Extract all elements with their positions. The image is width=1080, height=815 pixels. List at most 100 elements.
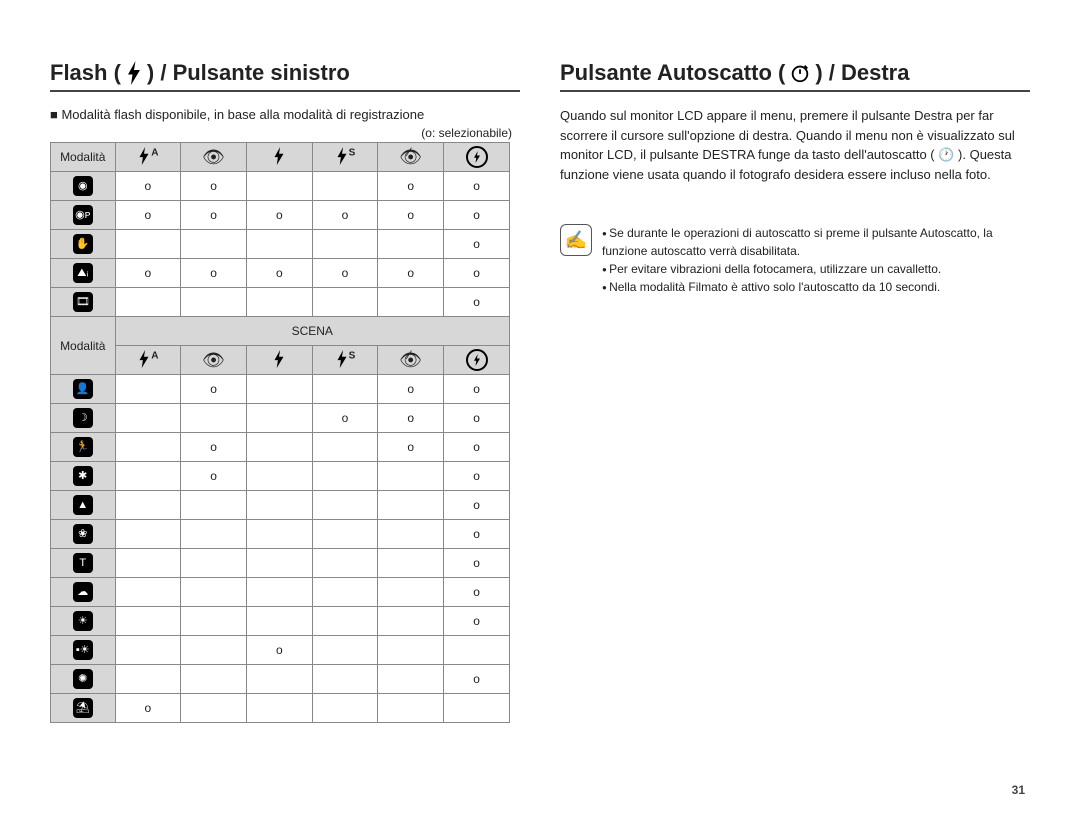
table-cell bbox=[181, 694, 247, 723]
table-cell: o bbox=[444, 491, 510, 520]
table-cell bbox=[115, 636, 181, 665]
table-cell: o bbox=[378, 259, 444, 288]
table-cell: o bbox=[444, 404, 510, 433]
table-cell bbox=[246, 694, 312, 723]
table-cell: o bbox=[444, 172, 510, 201]
table-cell: o bbox=[378, 201, 444, 230]
closeup-mode-icon: ❀ bbox=[73, 524, 93, 544]
table-cell bbox=[312, 549, 378, 578]
children-mode-icon: 🏃 bbox=[73, 437, 93, 457]
right-title: Pulsante Autoscatto ( ) / Destra bbox=[560, 60, 1030, 92]
table-cell bbox=[246, 520, 312, 549]
eye-icon: 👁 bbox=[181, 346, 247, 375]
night-mode-icon: ☽ bbox=[73, 408, 93, 428]
fireworks-mode-icon: ✺ bbox=[73, 669, 93, 689]
sunset-mode-icon: ☁ bbox=[73, 582, 93, 602]
table-cell bbox=[378, 607, 444, 636]
table-cell: o bbox=[444, 520, 510, 549]
table-cell: o bbox=[246, 259, 312, 288]
flash-s-icon: S bbox=[312, 143, 378, 172]
backlight-mode-icon: ▪☀ bbox=[73, 640, 93, 660]
table-cell bbox=[115, 433, 181, 462]
portrait-mode-icon: 👤 bbox=[73, 379, 93, 399]
table-cell bbox=[115, 375, 181, 404]
table-cell bbox=[115, 230, 181, 259]
note-item: Per evitare vibrazioni della fotocamera,… bbox=[602, 260, 1030, 278]
table-cell bbox=[378, 694, 444, 723]
table-cell bbox=[312, 230, 378, 259]
table-cell: o bbox=[181, 433, 247, 462]
table-cell bbox=[378, 230, 444, 259]
table-cell: o bbox=[181, 375, 247, 404]
hand-mode-icon: ✋ bbox=[73, 234, 93, 254]
table-cell: o bbox=[444, 433, 510, 462]
table-cell bbox=[312, 172, 378, 201]
table-cell bbox=[181, 404, 247, 433]
table-cell bbox=[181, 578, 247, 607]
table-cell: o bbox=[444, 665, 510, 694]
table-cell bbox=[444, 636, 510, 665]
table-cell bbox=[246, 288, 312, 317]
table-cell: o bbox=[444, 375, 510, 404]
table-cell: o bbox=[444, 259, 510, 288]
flash-icon bbox=[246, 346, 312, 375]
table-cell bbox=[312, 433, 378, 462]
film-mode-icon: 🎞 bbox=[73, 292, 93, 312]
table-cell bbox=[444, 694, 510, 723]
table-cell bbox=[246, 172, 312, 201]
intro-text: Modalità flash disponibile, in base alla… bbox=[50, 106, 520, 124]
table-cell bbox=[246, 462, 312, 491]
table-cell bbox=[312, 636, 378, 665]
table-cell: o bbox=[181, 201, 247, 230]
table-cell: o bbox=[246, 636, 312, 665]
text-mode-icon: T bbox=[73, 553, 93, 573]
table-cell: o bbox=[444, 549, 510, 578]
table-cell bbox=[115, 520, 181, 549]
note-item: Se durante le operazioni di autoscatto s… bbox=[602, 224, 1030, 260]
table-cell bbox=[246, 665, 312, 694]
flash-icon bbox=[246, 143, 312, 172]
table-cell bbox=[115, 665, 181, 694]
table-cell: o bbox=[312, 404, 378, 433]
table-cell bbox=[246, 578, 312, 607]
table-cell bbox=[312, 665, 378, 694]
table-cell: o bbox=[378, 404, 444, 433]
no-flash-icon bbox=[444, 346, 510, 375]
table-cell: o bbox=[246, 201, 312, 230]
table-cell bbox=[378, 520, 444, 549]
table-cell bbox=[246, 491, 312, 520]
table-cell: o bbox=[181, 462, 247, 491]
table-cell bbox=[246, 404, 312, 433]
note-list: Se durante le operazioni di autoscatto s… bbox=[602, 224, 1030, 296]
left-column: Flash ( ) / Pulsante sinistro Modalità f… bbox=[50, 60, 520, 723]
title-post: ) / Destra bbox=[815, 60, 909, 86]
table-cell bbox=[115, 578, 181, 607]
table-cell: o bbox=[444, 288, 510, 317]
note-icon: ✍ bbox=[560, 224, 592, 256]
table-cell: o bbox=[312, 201, 378, 230]
dawn-mode-icon: ☀ bbox=[73, 611, 93, 631]
no-flash-icon bbox=[444, 143, 510, 172]
table-cell bbox=[246, 375, 312, 404]
flash-auto-icon: A bbox=[115, 143, 181, 172]
table-cell bbox=[378, 288, 444, 317]
table-cell bbox=[312, 375, 378, 404]
table-cell bbox=[246, 549, 312, 578]
table-cell: o bbox=[444, 462, 510, 491]
camera-f-mode-icon: ⛰ᵢ bbox=[73, 263, 93, 283]
flash-s-icon: S bbox=[312, 346, 378, 375]
table-cell: o bbox=[181, 172, 247, 201]
table-cell: o bbox=[115, 201, 181, 230]
flash-table: ModalitàA👁S👁⁄◉oooo◉ᴘoooooo✋o⛰ᵢoooooo🎞oMo… bbox=[50, 142, 510, 723]
flash-auto-icon: A bbox=[115, 346, 181, 375]
table-cell: o bbox=[115, 172, 181, 201]
table-cell bbox=[312, 578, 378, 607]
right-column: Pulsante Autoscatto ( ) / Destra Quando … bbox=[560, 60, 1030, 723]
table-cell bbox=[312, 607, 378, 636]
table-cell bbox=[181, 607, 247, 636]
table-cell bbox=[378, 665, 444, 694]
table-cell bbox=[378, 578, 444, 607]
title-pre: Flash ( bbox=[50, 60, 121, 86]
table-cell bbox=[378, 636, 444, 665]
legend: (o: selezionabile) bbox=[50, 126, 512, 140]
